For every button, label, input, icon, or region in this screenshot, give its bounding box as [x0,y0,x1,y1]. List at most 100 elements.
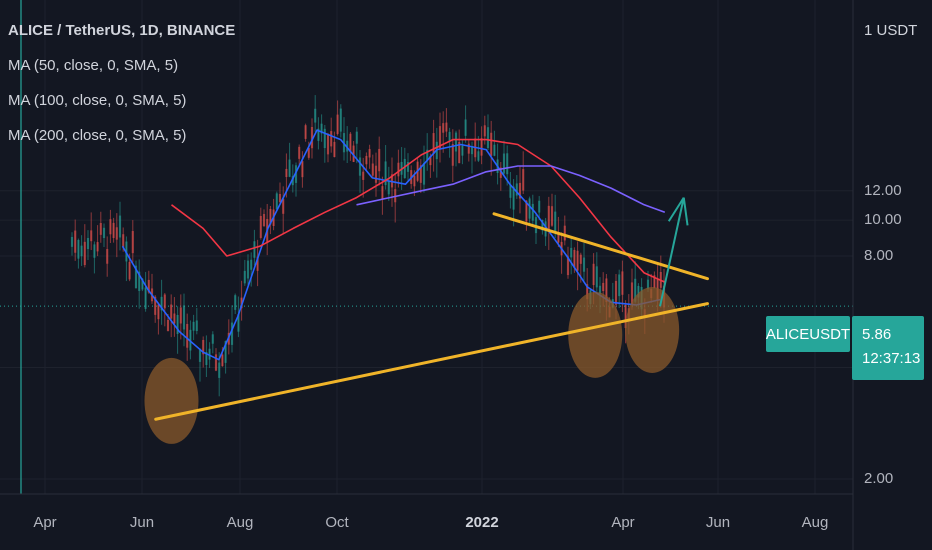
candle-body [262,214,266,227]
candle-body [576,250,579,271]
support-trendline [154,302,709,421]
x-tick-label: Jun [705,514,731,531]
candle-body [230,322,234,345]
candle-body [365,155,368,165]
candle-body [288,159,291,177]
candle-body [384,161,387,186]
ma200-legend[interactable]: MA (200, close, 0, SMA, 5) [8,127,187,144]
candle-body [605,278,608,303]
candle-body [486,127,490,149]
candle-body [250,259,253,270]
chart-title[interactable]: ALICE / TetherUS, 1D, BINANCE [8,22,236,39]
candle-body [438,126,442,149]
candle-body [323,128,326,149]
candle-body [582,257,586,272]
candle-body [80,245,83,257]
ma50-legend[interactable]: MA (50, close, 0, SMA, 5) [8,57,179,74]
y-tick-label: 2.00 [864,470,894,487]
candle-body [170,304,173,319]
candle-body [147,279,150,293]
candle-body [131,231,134,254]
candle-body [160,296,163,311]
y-tick-label: 10.00 [864,211,902,229]
candle-body [598,285,602,295]
candle-body [218,362,221,378]
candle-body [83,241,86,266]
candle-body [221,354,224,367]
highlight-zone [625,287,680,374]
candle-body [614,280,618,305]
candle-body [624,304,627,329]
candle-body [592,263,595,286]
y-tick-label: 8.00 [864,247,894,264]
projection-arrow-head [682,197,689,226]
candle-body [406,161,410,172]
candle-body [214,354,218,371]
resistance-trendline [492,212,709,281]
bar-countdown: 12:37:13 [862,350,921,367]
last-price: 5.86 [862,326,892,343]
candle-body [355,131,358,144]
candle-body [403,158,406,179]
candle-body [118,215,122,238]
candle-body [352,145,355,162]
x-tick-label: Aug [801,514,829,531]
candle-body [522,169,525,191]
candle-body [349,133,352,152]
candle-body [646,279,650,289]
candle-body [467,143,470,154]
candle-body [269,208,272,225]
candle-body [525,200,528,222]
candle-body [432,133,435,154]
candle-body [192,321,195,331]
candle-body [419,165,422,183]
candle-body [541,220,544,231]
candle-body [144,287,147,309]
candle-body [461,145,464,156]
candle-body [301,161,304,178]
x-tick-label: Jun [129,514,155,531]
moving-average-lines [121,129,666,361]
chart-grid [0,0,853,494]
candle-body [378,148,381,172]
highlight-zone [568,291,623,378]
candle-body [253,241,256,258]
ma100-legend[interactable]: MA (100, close, 0, SMA, 5) [8,92,187,109]
candle-body [326,134,330,155]
candle-body [515,183,518,196]
candle-body [224,341,227,363]
candle-body [573,249,576,268]
candle-body [458,141,461,164]
candle-body [550,206,554,226]
candle-body [102,227,106,239]
candle-body [157,304,160,320]
candle-body [422,163,426,185]
candle-body [397,162,400,177]
candle-body [371,163,374,176]
candle-body [163,294,166,309]
candle-body [493,144,496,156]
ma-line-0 [121,129,661,361]
candle-body [310,126,314,149]
candle-body [570,247,573,258]
candle-body [86,237,90,250]
candle-body [506,153,509,175]
candle-body [112,222,115,239]
candle-body [483,125,486,137]
candle-body [307,147,310,158]
x-tick-label: 2022 [465,514,499,531]
candle-body [186,323,189,348]
candle-body [294,165,298,183]
candle-body [314,108,317,123]
y-tick-label: 12.00 [864,181,902,199]
candle-body [205,352,208,366]
candle-body [547,205,550,230]
candle-body [477,151,480,161]
candle-body [413,175,416,187]
candle-body [595,266,598,288]
price-axis-unit[interactable]: 1 USDT [864,22,918,39]
candle-body [256,256,259,271]
candle-body [278,194,282,203]
candle-body [362,171,365,180]
